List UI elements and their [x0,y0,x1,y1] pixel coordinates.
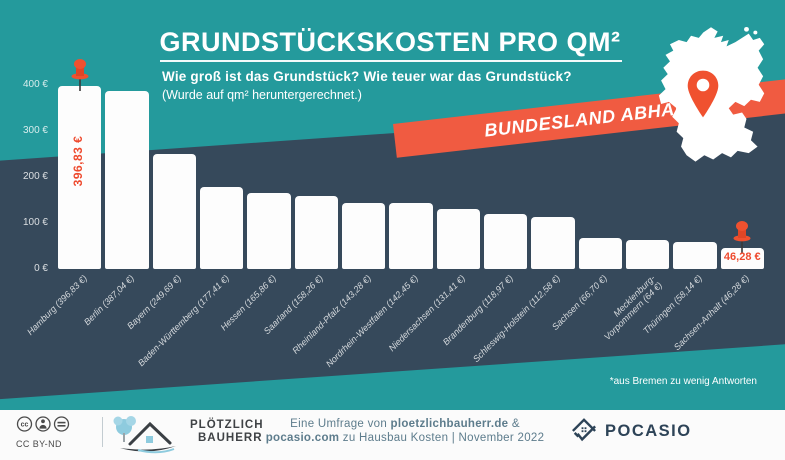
bar-nordrhein-westfalen [389,203,433,269]
bar-sachsen-anhalt [720,247,764,269]
bar-group [58,0,764,269]
bar-bayern [152,154,196,269]
ploetzlich-bauherr-logo-icon [113,416,176,454]
y-tick-label: 100 € [22,217,48,228]
page-title: GRUNDSTÜCKSKOSTEN PRO QM² [159,27,621,57]
brand-line-1: PLÖTZLICH [190,419,264,431]
bar-hessen [247,192,291,269]
brand-line-2: BAUHERR [198,432,263,444]
pocasio-wordmark: POCASIO [605,421,692,440]
bar-sachsen [578,238,622,269]
bar-schleswig-holstein [531,217,575,269]
link-pocasio: pocasio.com [265,432,340,444]
bar-berlin [105,90,149,269]
credit-line-2: pocasio.com zu Hausbau Kosten | November… [265,432,545,444]
pushpin-icon-hamburg [71,59,89,92]
cc-license-block: cc CC BY-ND [16,416,102,449]
cc-license-label: CC BY-ND [16,439,62,449]
pushpin-icon-sachsen-anhalt [733,220,751,253]
bar-rheinland-pfalz [341,203,386,269]
credit-text: Eine Umfrage von ploetzlichbauherr.de & … [255,417,555,445]
pocasio-logo-icon [572,418,596,442]
y-tick-label: 0 € [34,263,48,274]
credit-line-1: Eine Umfrage von ploetzlichbauherr.de & [290,418,520,430]
bar-saarland [294,196,338,269]
bar-hamburg [58,86,102,269]
bremen-footnote: *aus Bremen zu wenig Antworten [609,376,757,387]
pocasio-logo: POCASIO [570,417,692,445]
y-tick-label: 200 € [22,171,48,182]
value-annotation-sachsen-anhalt: 46,28 € [723,250,761,263]
bar-niedersachsen [436,208,480,269]
bar-baden-w-rttemberg [199,187,244,269]
bar-th-ringen [673,242,717,269]
title-underline [160,60,622,62]
bar-mecklenburg-vorpommern [625,239,670,269]
cc-by-nd-icons: cc [16,416,70,432]
link-ploetzlichbauherr: ploetzlichbauherr.de [390,418,509,430]
value-annotation-hamburg: 396,83 € [70,135,85,187]
footer-divider [102,417,103,447]
location-pin-icon [687,70,719,118]
svg-text:cc: cc [21,422,29,429]
subtitle-question: Wie groß ist das Grundstück? Wie teuer w… [162,69,572,84]
y-tick-label: 400 € [22,79,48,90]
ploetzlich-bauherr-wordmark: PLÖTZLICH BAUHERR [190,419,264,445]
subtitle-note: (Wurde auf qm² heruntergerechnet.) [162,88,362,102]
y-tick-label: 300 € [22,125,48,136]
bar-brandenburg [483,214,528,269]
